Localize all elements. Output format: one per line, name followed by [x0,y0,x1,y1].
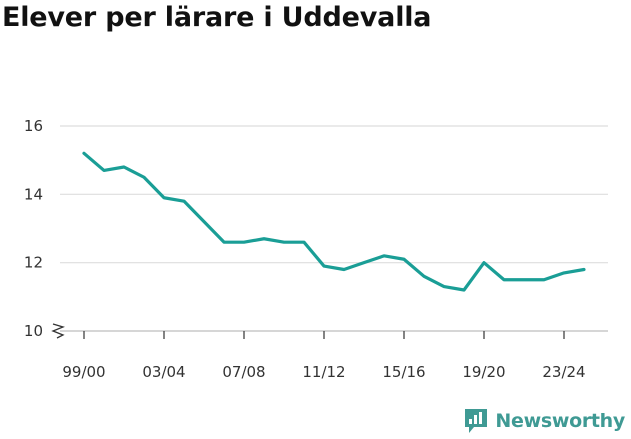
x-tick-label-07/08: 07/08 [222,363,265,381]
newsworthy-logo-icon [465,409,488,433]
y-tick-label-14: 14 [24,185,43,203]
newsworthy-logo: Newsworthy [463,407,625,435]
grid-lines [60,125,608,332]
x-tick-label-19/20: 19/20 [462,363,505,381]
axis-break-zigzag [51,323,65,339]
y-tick-label-12: 12 [24,254,43,272]
brand-name: Newsworthy [495,410,625,432]
y-tick-label-16: 16 [24,117,43,135]
x-tick-label-23/24: 23/24 [542,363,585,381]
y-axis-tick-labels: 10 12 14 16 [24,117,43,340]
x-tick-label-11/12: 11/12 [302,363,345,381]
chart-title: Elever per lärare i Uddevalla [2,2,432,33]
x-tick-label-03/04: 03/04 [142,363,185,381]
x-axis [83,331,565,339]
axis-break-icon [51,323,65,339]
series-layer [82,151,586,292]
x-axis-tick-labels: 99/00 03/04 07/08 11/12 15/16 19/20 23/24 [62,363,585,381]
x-tick-label-99/00: 99/00 [62,363,105,381]
x-tick-label-15/16: 15/16 [382,363,425,381]
series-line-0 [82,151,586,292]
y-tick-label-10: 10 [24,322,43,340]
